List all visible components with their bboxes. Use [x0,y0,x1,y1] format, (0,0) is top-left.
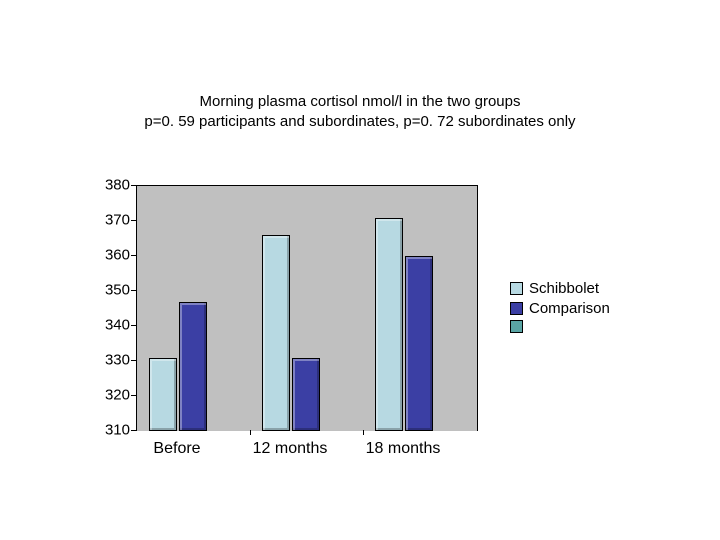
bar [262,235,290,431]
bar [179,302,207,432]
chart-title: Morning plasma cortisol nmol/l in the tw… [0,92,720,133]
x-tick-mark [363,430,364,435]
y-tick-mark [131,255,136,256]
bar [375,218,403,432]
x-category-label: 18 months [353,440,453,458]
y-tick-mark [131,325,136,326]
y-tick-mark [131,220,136,221]
y-tick-mark [131,185,136,186]
legend-swatch [510,320,523,333]
y-tick-label: 310 [80,422,130,439]
y-tick-label: 350 [80,282,130,299]
y-tick-label: 330 [80,352,130,369]
y-tick-label: 320 [80,387,130,404]
legend-item: Schibbolet [510,280,610,297]
x-tick-mark [250,430,251,435]
legend-label: Schibbolet [529,280,599,297]
plot-area [137,185,478,431]
y-tick-mark [131,360,136,361]
legend-label: Comparison [529,300,610,317]
bar [405,256,433,431]
title-line-1: Morning plasma cortisol nmol/l in the tw… [200,93,521,110]
y-tick-label: 370 [80,212,130,229]
bar [149,358,177,432]
x-category-label: 12 months [240,440,340,458]
title-line-2: p=0. 59 participants and subordinates, p… [144,113,575,130]
legend-swatch [510,302,523,315]
y-tick-mark [131,290,136,291]
y-tick-mark [131,395,136,396]
y-tick-mark [131,430,136,431]
chart-container: Schibbolet Comparison 310 320 330 340 350 360 3… [75,185,635,475]
y-tick-label: 360 [80,247,130,264]
legend: Schibbolet Comparison [510,280,610,336]
x-category-label: Before [127,440,227,458]
legend-item [510,320,610,333]
y-tick-label: 380 [80,177,130,194]
y-tick-label: 340 [80,317,130,334]
bar [292,358,320,432]
legend-swatch [510,282,523,295]
legend-item: Comparison [510,300,610,317]
